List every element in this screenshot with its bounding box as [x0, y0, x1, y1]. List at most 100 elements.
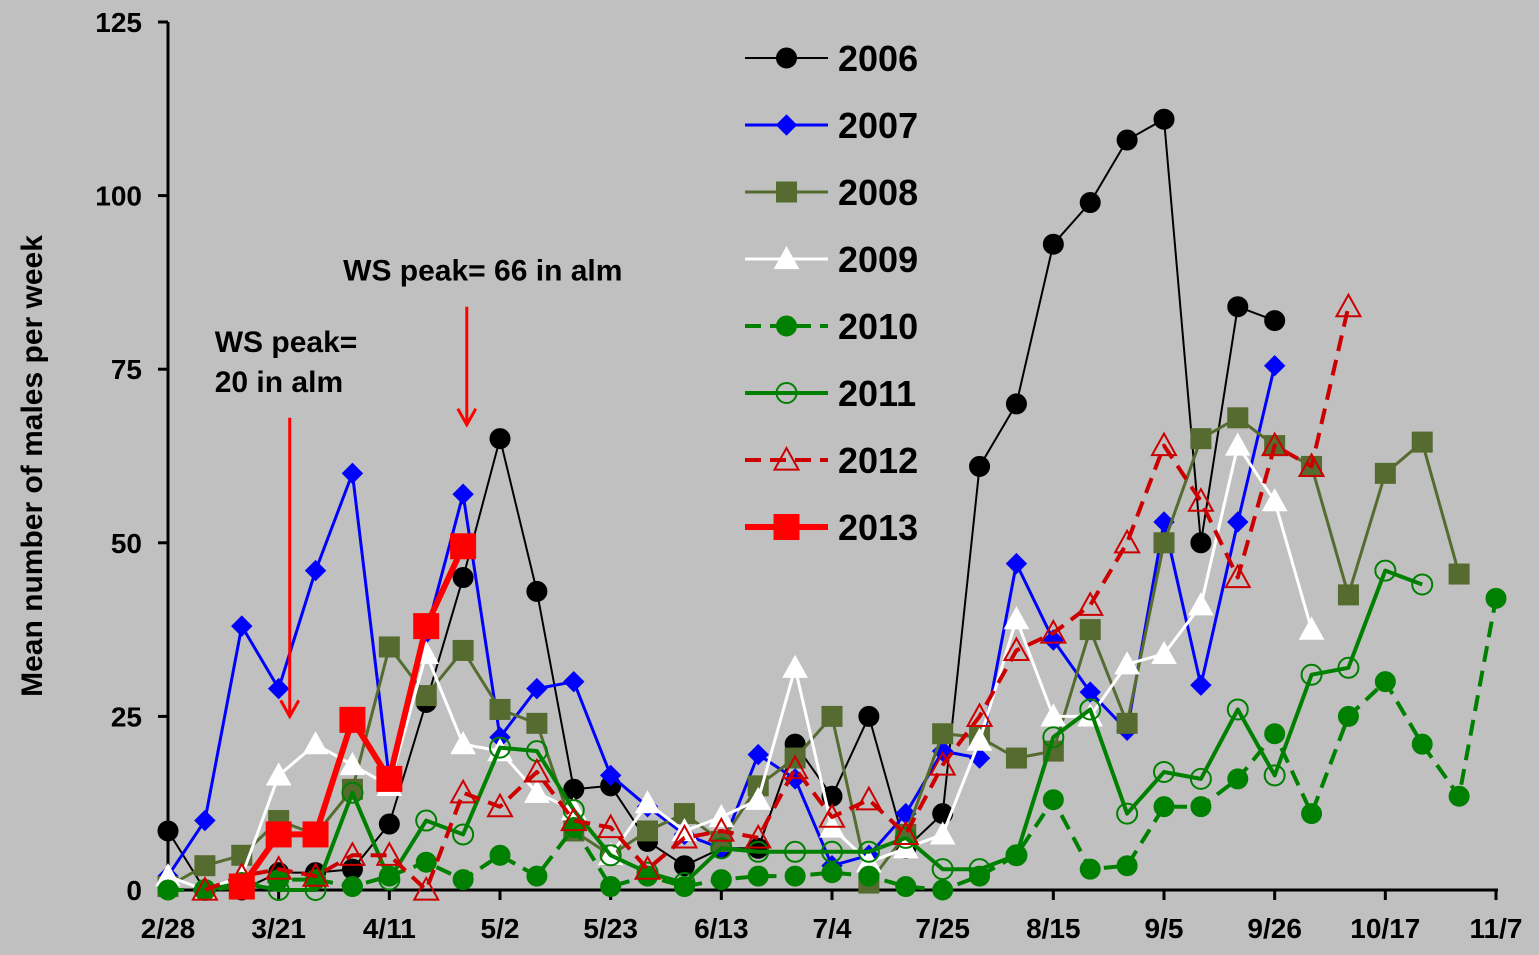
data-point-2011 — [1263, 764, 1286, 787]
data-point-2006 — [1116, 129, 1138, 151]
y-axis-title-group: Mean number of males per week — [16, 235, 49, 697]
data-point-2008 — [932, 723, 954, 745]
y-tick-label: 75 — [111, 354, 142, 385]
data-point-2007 — [1190, 674, 1212, 696]
data-point-2012 — [523, 757, 551, 783]
annotation-text: 20 in alm — [215, 366, 343, 399]
data-point-2011 — [894, 826, 917, 849]
data-point-2010 — [895, 876, 917, 898]
data-point-2011 — [452, 823, 475, 846]
legend-label: 2011 — [838, 373, 916, 414]
data-point-2006 — [1079, 192, 1101, 214]
data-point-2010 — [157, 879, 179, 901]
data-point-2007 — [304, 559, 327, 582]
data-point-2006 — [1190, 532, 1212, 554]
data-point-2010 — [526, 865, 548, 887]
data-point-2009 — [1003, 606, 1030, 630]
x-tick-label: 6/13 — [694, 913, 749, 944]
data-point-2010 — [489, 844, 511, 866]
data-point-2011 — [489, 736, 511, 759]
data-point-2010 — [1190, 796, 1212, 818]
data-point-2008 — [1411, 431, 1433, 453]
data-point-2008 — [415, 685, 437, 707]
data-point-2006 — [452, 567, 474, 589]
legend-entry-2013: 2013 — [745, 507, 918, 548]
data-point-2007 — [1263, 355, 1286, 377]
legend-entry-2010: 2010 — [745, 306, 918, 347]
data-point-2012 — [412, 875, 440, 901]
legend-label: 2010 — [838, 306, 918, 347]
data-point-2011 — [968, 858, 991, 881]
data-point-2007 — [267, 677, 290, 700]
legend-marker — [776, 181, 797, 203]
data-point-2012 — [1113, 528, 1141, 554]
data-point-2011 — [636, 861, 659, 884]
legend-label: 2013 — [838, 507, 918, 548]
data-point-2012 — [486, 792, 514, 818]
data-point-2008 — [1337, 584, 1359, 606]
data-point-2006 — [1264, 310, 1286, 332]
data-point-2009 — [524, 779, 550, 803]
legend-label: 2007 — [838, 105, 918, 146]
data-point-2012 — [818, 803, 846, 828]
legend-entry-2007: 2007 — [745, 105, 918, 146]
data-point-2008 — [194, 855, 216, 877]
series-2011 — [193, 559, 1434, 901]
y-tick-label: 0 — [126, 875, 142, 906]
data-point-2008 — [1079, 619, 1101, 641]
data-point-2011 — [1226, 698, 1249, 721]
y-tick-label: 50 — [111, 528, 142, 559]
data-point-2013 — [265, 821, 292, 848]
data-point-2012 — [1224, 563, 1252, 589]
data-point-2013 — [339, 706, 366, 733]
legend-entry-2011: 2011 — [745, 373, 916, 414]
series-2013 — [228, 533, 477, 900]
data-point-2012 — [633, 855, 662, 880]
series-2012 — [191, 292, 1363, 901]
data-point-2010 — [415, 851, 437, 873]
data-point-2007 — [452, 483, 474, 505]
data-point-2012 — [449, 778, 477, 804]
x-tick-label: 5/23 — [583, 913, 638, 944]
data-point-2012 — [670, 823, 699, 849]
series-line-2011 — [204, 568, 1423, 892]
data-point-2011 — [673, 872, 696, 895]
data-point-2009 — [966, 727, 993, 751]
data-point-2008 — [1227, 407, 1249, 429]
data-point-2008 — [526, 712, 548, 734]
series-2008 — [157, 407, 1470, 898]
data-point-2012 — [781, 754, 809, 780]
data-point-2009 — [782, 654, 808, 678]
data-point-2009 — [634, 790, 661, 814]
data-point-2012 — [264, 855, 293, 880]
x-tick-label: 4/11 — [363, 913, 416, 944]
data-point-2008 — [821, 705, 843, 727]
x-tick-label: 2/28 — [141, 913, 196, 944]
x-tick-label: 11/7 — [1470, 913, 1523, 944]
legend-label: 2009 — [838, 239, 918, 280]
data-point-2011 — [1189, 767, 1212, 790]
data-point-2009 — [1298, 616, 1325, 640]
legend-label: 2012 — [838, 440, 918, 481]
legend-marker — [773, 245, 800, 270]
data-point-2011 — [931, 858, 954, 881]
data-point-2011 — [341, 781, 364, 804]
data-point-2012 — [375, 841, 404, 866]
data-point-2007 — [563, 670, 585, 693]
data-point-2008 — [378, 636, 400, 658]
data-point-2011 — [304, 879, 327, 901]
data-point-2010 — [932, 879, 954, 901]
data-point-2010 — [1227, 768, 1249, 790]
legend-marker — [773, 514, 800, 540]
data-point-2010 — [858, 865, 880, 887]
data-point-2008 — [452, 639, 474, 661]
data-point-2009 — [1040, 703, 1067, 727]
data-point-2011 — [821, 840, 843, 863]
data-point-2011 — [1337, 656, 1360, 679]
data-point-2011 — [1005, 844, 1028, 867]
data-point-2007 — [747, 743, 769, 766]
annotation-text: WS peak= 66 in alm — [343, 255, 622, 288]
data-point-2007 — [1079, 681, 1101, 703]
data-point-2006 — [1042, 233, 1064, 255]
data-point-2013 — [450, 533, 477, 560]
